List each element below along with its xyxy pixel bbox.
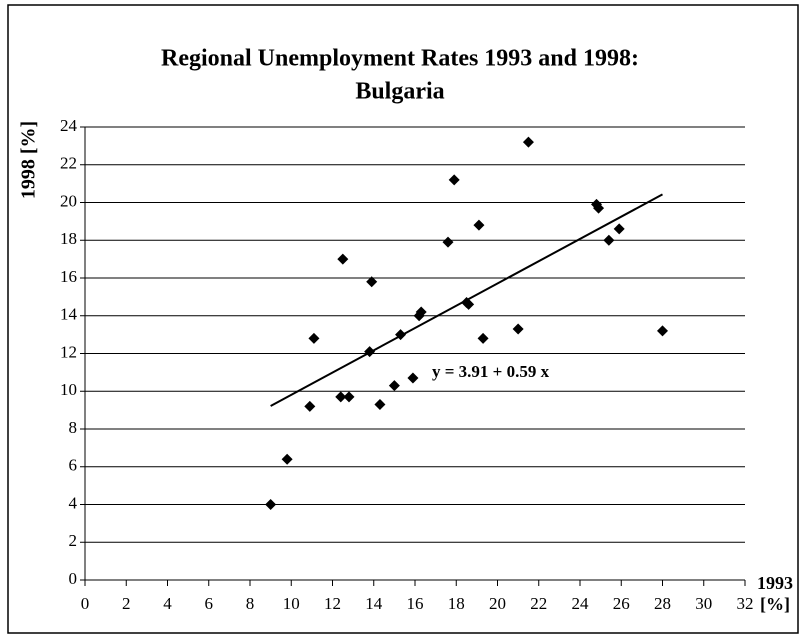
- point: [366, 276, 378, 288]
- point: [415, 306, 427, 318]
- y-tick-label: 4: [69, 493, 78, 512]
- point: [657, 325, 668, 337]
- point: [265, 499, 277, 510]
- point: [512, 323, 524, 335]
- point: [603, 234, 615, 246]
- x-tick-label: 4: [163, 594, 172, 613]
- point: [335, 391, 347, 403]
- x-tick-label: 22: [530, 594, 547, 613]
- y-tick-label: 2: [69, 531, 78, 550]
- point: [337, 253, 349, 265]
- point: [281, 453, 293, 465]
- x-tick-label: 26: [613, 594, 630, 613]
- point: [304, 400, 316, 412]
- point: [522, 136, 534, 148]
- y-tick-label: 18: [60, 229, 77, 248]
- y-tick-label: 8: [69, 418, 78, 437]
- x-axis-label: [%]: [760, 594, 790, 614]
- x-tick-label: 10: [283, 594, 300, 613]
- point: [364, 346, 376, 358]
- x-tick-label: 12: [324, 594, 341, 613]
- y-tick-label: 16: [60, 267, 77, 286]
- point: [374, 398, 386, 410]
- y-axis-label: 1998 [%]: [18, 121, 40, 199]
- chart-frame: [7, 4, 799, 634]
- point: [477, 332, 489, 344]
- y-tick-label: 12: [60, 342, 77, 361]
- point: [388, 380, 400, 392]
- chart-title: Regional Unemployment Rates 1993 and 199…: [161, 46, 639, 72]
- x-tick-label: 16: [407, 594, 424, 613]
- x-axis-label: 1993: [757, 573, 793, 593]
- point: [613, 223, 625, 235]
- x-tick-label: 0: [81, 594, 90, 613]
- fit-equation: y = 3.91 + 0.59 x: [432, 362, 550, 381]
- point: [442, 236, 454, 248]
- point: [448, 174, 460, 186]
- y-tick-label: 0: [69, 569, 78, 588]
- point: [308, 332, 320, 344]
- x-tick-label: 24: [572, 594, 590, 613]
- y-tick-label: 10: [60, 380, 77, 399]
- y-tick-label: 14: [60, 305, 78, 324]
- x-tick-label: 6: [205, 594, 214, 613]
- y-tick-label: 6: [69, 456, 78, 475]
- point: [593, 202, 605, 214]
- x-tick-label: 18: [448, 594, 465, 613]
- x-tick-label: 14: [365, 594, 383, 613]
- x-tick-label: 8: [246, 594, 255, 613]
- point: [473, 219, 485, 231]
- x-tick-label: 2: [122, 594, 131, 613]
- x-tick-label: 20: [489, 594, 506, 613]
- y-tick-label: 20: [60, 191, 77, 210]
- point: [395, 329, 407, 341]
- x-tick-label: 30: [695, 594, 712, 613]
- x-tick-label: 32: [737, 594, 754, 613]
- x-tick-label: 28: [654, 594, 671, 613]
- y-tick-label: 24: [60, 116, 78, 135]
- chart-title: Bulgaria: [355, 79, 444, 105]
- point: [343, 391, 355, 403]
- point: [407, 372, 419, 384]
- y-tick-label: 22: [60, 154, 77, 173]
- point: [463, 298, 475, 310]
